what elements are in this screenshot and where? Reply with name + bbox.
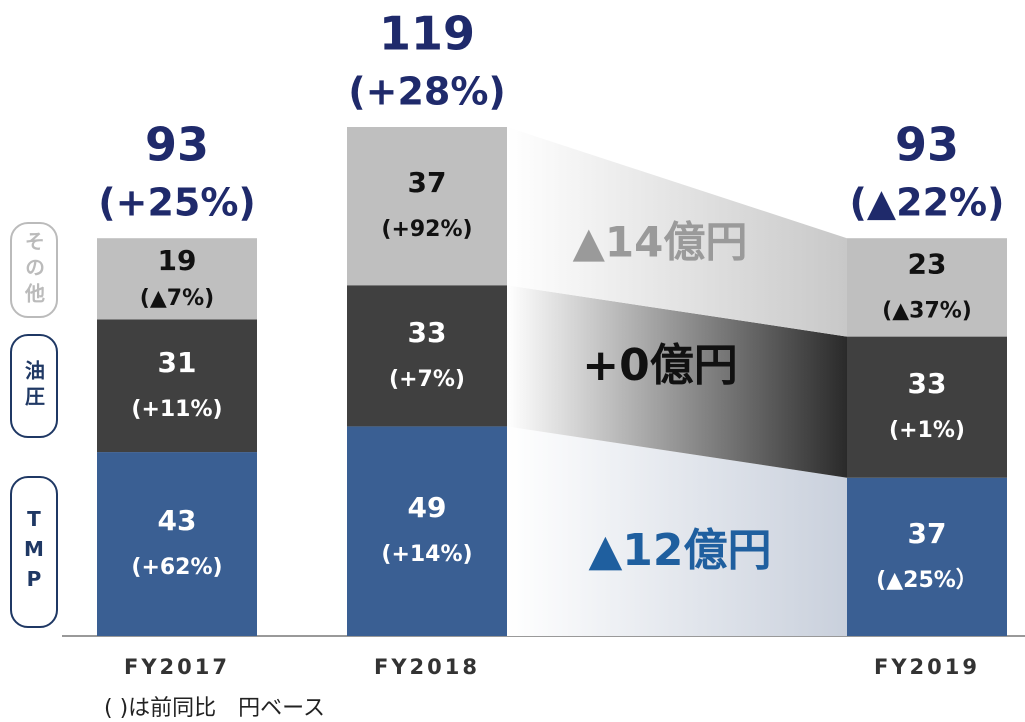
legend-entry: その他 xyxy=(10,222,58,318)
total-change: (+28%) xyxy=(348,70,506,114)
bridge-band xyxy=(507,426,847,636)
segment-change: (+11%) xyxy=(131,397,222,422)
total-value: 119 xyxy=(379,7,475,61)
segment-change: (▲37%) xyxy=(882,298,972,323)
total-change: (▲22%) xyxy=(850,181,1005,225)
segment-value: 37 xyxy=(408,166,447,199)
total-value: 93 xyxy=(145,118,209,172)
segment-value: 49 xyxy=(408,491,447,524)
legend-entry: 油圧 xyxy=(10,334,58,438)
segment-change: (▲7%) xyxy=(140,286,214,311)
segment-value: 19 xyxy=(158,244,197,277)
legend-entry: TMP xyxy=(10,476,58,628)
segment-value: 37 xyxy=(908,517,947,550)
total-change: (+25%) xyxy=(98,181,256,225)
bar-segment xyxy=(97,452,257,636)
segment-change: (+92%) xyxy=(381,217,472,242)
bar-segment xyxy=(347,285,507,427)
bar-segment xyxy=(347,127,507,286)
bridge-annotation: +0億円 xyxy=(582,340,737,391)
total-value: 93 xyxy=(895,118,959,172)
bar-segment xyxy=(847,238,1007,337)
segment-change: (+62%) xyxy=(131,555,222,580)
footnote: ( )は前同比 円ベース xyxy=(104,696,326,721)
x-tick-label: FY2018 xyxy=(374,655,480,679)
bar-segment xyxy=(347,426,507,636)
segment-value: 23 xyxy=(908,247,947,280)
segment-change: (+14%) xyxy=(381,542,472,567)
segment-value: 33 xyxy=(908,367,947,400)
x-tick-label: FY2019 xyxy=(874,655,980,679)
bar-segment xyxy=(847,477,1007,636)
segment-change: (+7%) xyxy=(389,367,465,392)
segment-value: 33 xyxy=(408,316,447,349)
segment-value: 43 xyxy=(158,504,197,537)
bar-segment xyxy=(97,319,257,453)
bridge-annotation: ▲14億円 xyxy=(573,218,748,267)
segment-change: (▲25%） xyxy=(876,568,978,593)
bridge-band xyxy=(507,285,847,478)
x-tick-label: FY2017 xyxy=(124,655,230,679)
bridge-band xyxy=(507,127,847,337)
bar-segment xyxy=(97,238,257,320)
segment-change: (+1%) xyxy=(889,418,965,443)
bridge-annotation: ▲12億円 xyxy=(588,525,771,576)
segment-value: 31 xyxy=(158,346,197,379)
bar-segment xyxy=(847,336,1007,478)
